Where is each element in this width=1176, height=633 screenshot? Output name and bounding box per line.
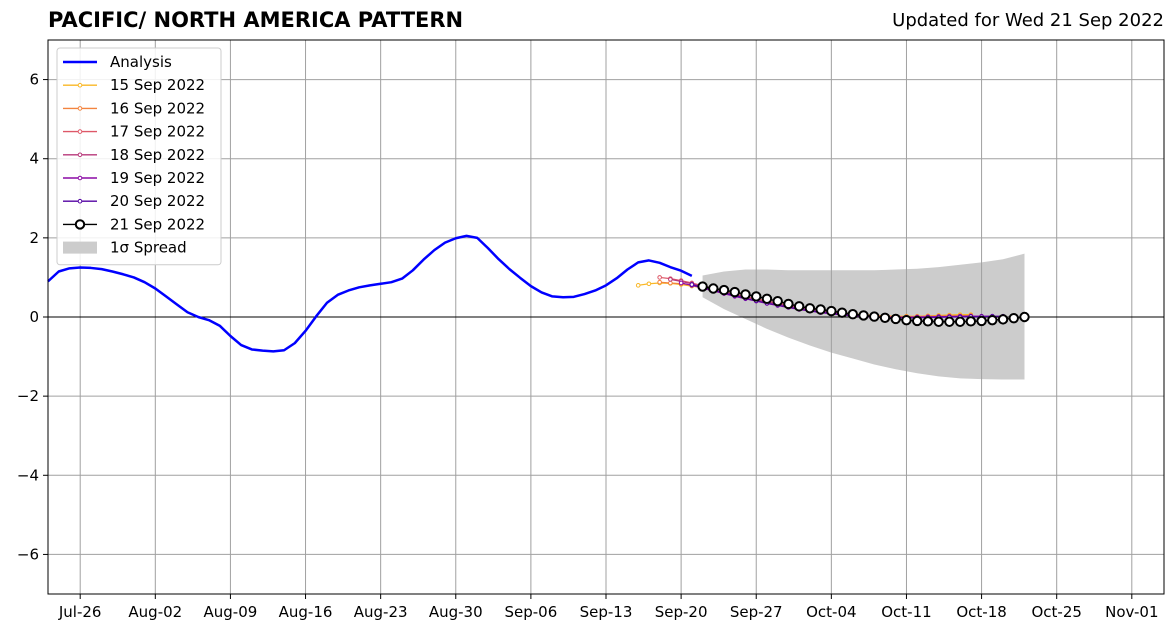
y-tick-label: 2 [29,229,39,247]
data-point [708,283,719,294]
x-tick-label: Oct-11 [881,603,931,621]
legend-marker [77,198,83,204]
x-tick-label: Oct-18 [956,603,1006,621]
data-point [815,304,826,315]
data-point [954,316,966,327]
data-point [997,314,1009,325]
data-point [965,316,977,327]
data-point [879,312,891,323]
data-point [858,310,869,321]
x-tick-label: Sep-06 [504,603,557,621]
data-point [987,314,998,326]
data-point [668,277,673,282]
data-point [944,316,955,327]
data-point [668,280,673,286]
x-tick-label: Oct-04 [806,603,856,621]
data-point [933,316,944,327]
legend-marker [77,175,83,181]
data-point [697,281,708,292]
chart-title: PACIFIC/ NORTH AMERICA PATTERN [48,8,464,32]
x-tick-label: Aug-30 [429,603,483,621]
data-point [657,275,662,280]
y-tick-label: −4 [17,466,39,484]
legend-marker [74,219,86,230]
data-point [646,281,652,287]
data-point [1008,312,1019,324]
legend-label: 15 Sep 2022 [110,76,205,94]
data-point [836,307,848,318]
y-tick-label: −6 [17,545,39,563]
x-tick-label: Aug-02 [128,603,182,621]
data-point [783,298,794,310]
data-point [869,311,880,322]
legend-layer: Analysis 15 Sep 2022 16 Sep 2022 17 Sep 202… [56,47,222,266]
legend-label: 20 Sep 2022 [110,192,205,210]
data-point [729,286,740,298]
legend-label: 19 Sep 2022 [110,169,205,187]
data-point [976,315,987,327]
data-point [901,314,912,326]
x-tick-label: Aug-23 [354,603,408,621]
data-point [922,316,934,327]
axis-layer: −6 −4 −2 0 2 4 6 Jul-26 Aug-02 Aug-09 Aug-16 Aug-23… [17,71,1159,621]
legend-box [56,47,222,266]
y-tick-label: 4 [29,150,39,168]
legend-swatch [63,241,97,254]
data-point [1019,311,1030,323]
legend-marker [77,82,83,88]
y-tick-label: 0 [29,308,39,326]
legend-label: Analysis [110,53,172,71]
data-point [793,301,805,312]
data-point [826,305,837,317]
legend-label: 16 Sep 2022 [110,99,205,117]
data-point [804,303,816,314]
series-line [47,234,693,353]
data-point [847,309,859,320]
y-tick-label: 6 [29,71,39,89]
data-point [635,283,641,288]
x-tick-label: Oct-25 [1031,603,1081,621]
chart-subtitle: Updated for Wed 21 Sep 2022 [892,10,1164,31]
x-tick-label: Aug-09 [204,603,258,621]
x-tick-label: Nov-01 [1105,603,1158,621]
legend-label: 1σ Spread [110,239,187,257]
data-point [761,293,773,304]
legend-marker [77,152,83,158]
series-layer [47,234,1030,353]
x-tick-label: Sep-20 [655,603,708,621]
data-point [689,282,695,287]
x-tick-label: Jul-26 [58,603,102,621]
data-point [890,313,901,325]
legend-label: 21 Sep 2022 [110,215,205,233]
legend-marker [77,129,83,134]
legend-label: 18 Sep 2022 [110,146,205,164]
x-tick-label: Aug-16 [279,603,333,621]
data-point [657,279,662,285]
legend-label: 17 Sep 2022 [110,123,205,141]
data-point [740,289,751,300]
x-tick-label: Sep-13 [580,603,633,621]
data-point [911,315,923,327]
data-point [678,280,684,286]
data-point [772,295,783,307]
legend-marker [77,106,83,111]
data-point [718,284,730,296]
x-tick-label: Sep-27 [730,603,783,621]
data-point [751,291,762,302]
y-tick-label: −2 [17,387,39,405]
